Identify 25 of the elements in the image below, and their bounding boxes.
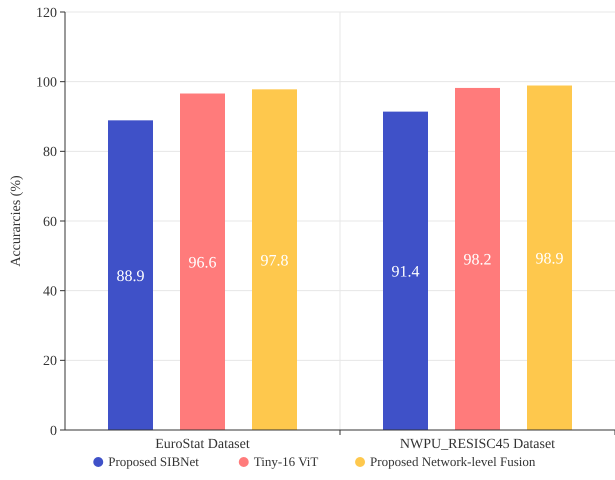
legend-label: Proposed Network-level Fusion [370,454,536,469]
bar [108,120,153,430]
legend-label: Tiny-16 ViT [254,454,318,469]
y-axis-title: Accurarcies (%) [9,175,24,267]
y-tick-label: 60 [43,214,57,230]
data-label: 97.8 [260,252,288,270]
bar [180,94,225,430]
bar [383,112,428,430]
y-tick-label: 100 [36,76,57,91]
bar [527,86,572,430]
y-tick-label: 20 [43,354,57,370]
data-label: 91.4 [392,263,420,280]
y-tick-label: 80 [43,145,57,160]
data-label: 98.9 [536,250,564,268]
bar [252,89,297,430]
data-label: 88.9 [116,268,144,285]
x-tick-label: NWPU_RESISC45 Dataset [400,437,556,452]
y-tick-label: 120 [36,6,57,21]
y-tick-label: 40 [43,284,57,300]
bar [455,88,500,430]
data-label: 98.2 [464,252,492,269]
legend-label: Proposed SIBNet [108,454,200,469]
data-label: 96.6 [188,254,216,272]
x-tick-label: EuroStat Dataset [155,437,250,452]
y-tick-label: 0 [50,424,57,439]
